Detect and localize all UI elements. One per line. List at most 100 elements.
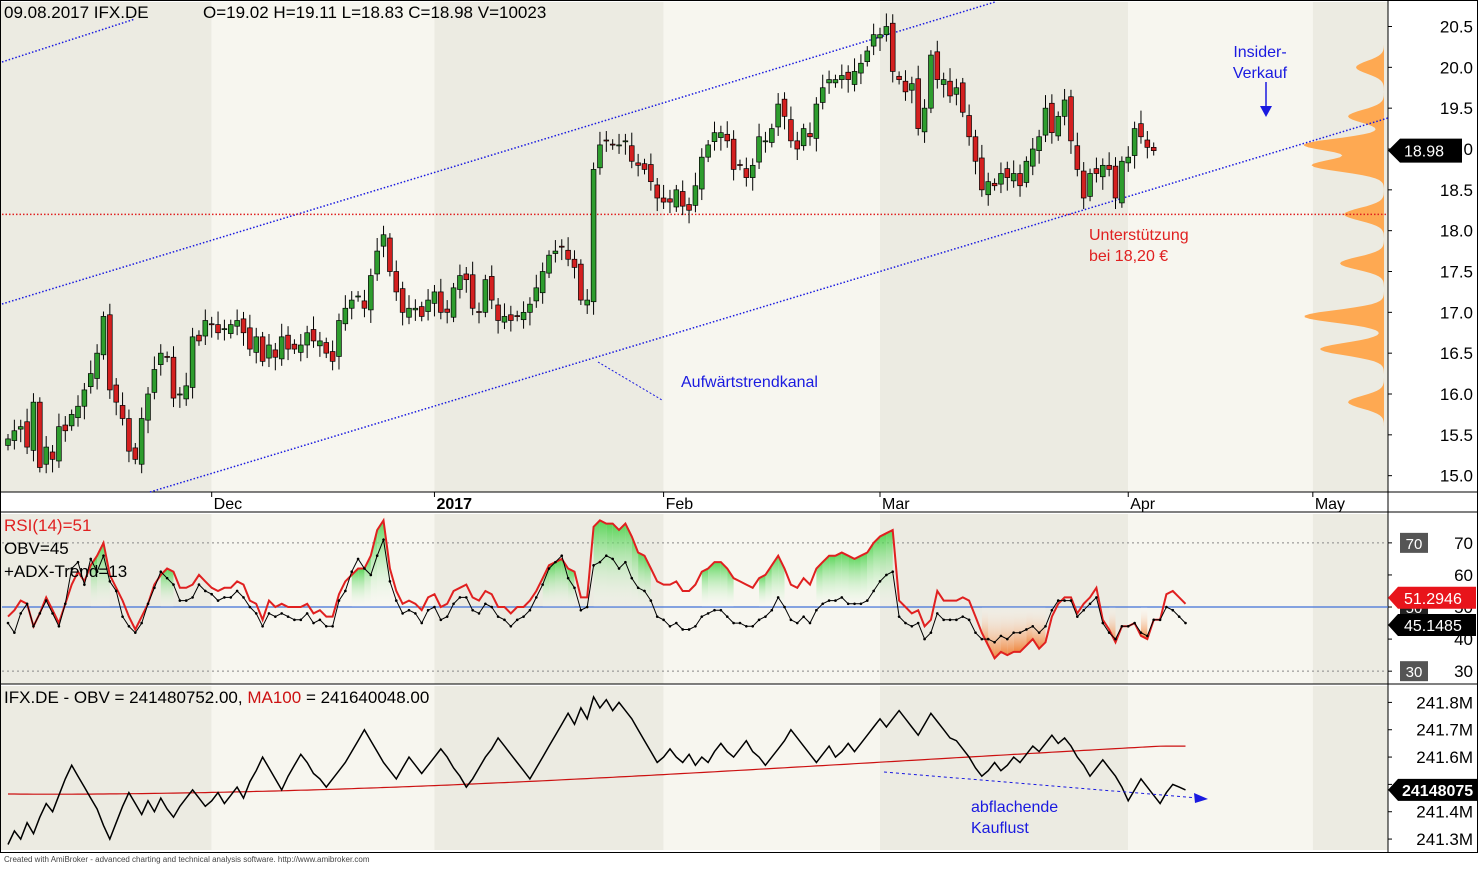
- rsi-fill-down: [981, 607, 989, 646]
- obv-panel: abflachende Kauflust IFX.DE - OBV = 241480…: [4, 688, 1478, 849]
- obv-osc-point: [808, 621, 812, 625]
- candle-body: [291, 343, 298, 350]
- rsi-fill-up: [103, 542, 110, 608]
- candle-body: [151, 369, 158, 393]
- obv-osc-point: [420, 621, 424, 625]
- obv-osc-point: [1050, 608, 1054, 612]
- candle-body: [985, 181, 991, 196]
- month-band-4-0: [880, 2, 1129, 492]
- rsi-level-box-lower: [1400, 661, 1428, 682]
- candle-body: [126, 418, 132, 452]
- obv-osc-point: [846, 602, 850, 606]
- candle-body: [692, 185, 699, 206]
- price-axis-label: 17.5: [1440, 263, 1473, 282]
- candle-body: [794, 140, 801, 150]
- candle-body: [851, 71, 858, 85]
- candle-body: [858, 62, 864, 74]
- candle-body: [940, 79, 947, 85]
- header-date-symbol: 09.08.2017 IFX.DE: [4, 3, 149, 22]
- rsi-fill-up: [829, 555, 836, 608]
- candle-body: [374, 250, 380, 275]
- candle-body: [444, 308, 450, 313]
- candle-body: [1144, 139, 1151, 148]
- obv-osc-point: [121, 615, 124, 618]
- obv-osc-point: [344, 589, 347, 593]
- obv-osc-point: [503, 618, 506, 622]
- rsi-fill-up: [612, 523, 620, 608]
- obv-osc-point: [923, 637, 926, 641]
- obv-osc-point: [496, 615, 500, 618]
- obv-osc-point: [229, 596, 233, 599]
- rsi-fill-down: [1109, 607, 1116, 643]
- candle-body: [317, 340, 323, 347]
- month-band-1-0: [211, 2, 435, 492]
- obv-osc-point: [267, 612, 271, 615]
- candle-body: [387, 237, 393, 272]
- obv-osc-point: [356, 557, 360, 561]
- candle-body: [113, 384, 119, 403]
- channel-upper-left-line: [1, 18, 136, 63]
- candle-body: [839, 75, 845, 80]
- candle-body: [336, 320, 342, 357]
- rsi-fill-up: [778, 555, 785, 608]
- obv-osc-point: [140, 621, 143, 625]
- obv-osc-point: [935, 612, 939, 615]
- obv-axis-label: 241.8M: [1416, 693, 1473, 712]
- candle-body: [915, 78, 921, 129]
- obv-osc-point: [464, 596, 468, 599]
- insider-arrow-head: [1260, 106, 1272, 117]
- candle-body: [1131, 128, 1138, 156]
- candle-body: [482, 279, 489, 313]
- rsi-fill-down: [1013, 607, 1021, 652]
- obv-osc-point: [1133, 621, 1136, 625]
- candle-body: [1004, 168, 1011, 178]
- candle-body: [1036, 136, 1042, 151]
- last-close-value: 18.98: [1404, 144, 1444, 161]
- candle-body: [711, 132, 718, 143]
- candle-body: [469, 274, 476, 309]
- candle-body: [699, 156, 705, 190]
- candle-body: [705, 144, 711, 158]
- obv-osc-point: [1076, 615, 1079, 618]
- divergence-arrow-line: [883, 771, 1199, 799]
- month-band-6-2: [1312, 686, 1388, 850]
- candle-body: [189, 336, 196, 388]
- obv-osc-point: [25, 602, 29, 606]
- obv-osc-point: [630, 576, 634, 580]
- candle-body: [412, 307, 419, 311]
- candle-body: [533, 287, 540, 302]
- obv-osc-point: [235, 589, 239, 593]
- candle-body: [749, 164, 756, 178]
- rsi-fill-up: [568, 568, 575, 608]
- month-bands: [0, 2, 1388, 850]
- x-axis-label-Dec: Dec: [214, 496, 242, 513]
- obv-osc-point: [32, 624, 35, 628]
- candle-body: [380, 234, 387, 247]
- obv-osc-point: [681, 628, 684, 631]
- price-axis-label: 15.5: [1440, 426, 1473, 445]
- rsi-fill-up: [765, 565, 772, 608]
- last-close-marker: [1388, 138, 1462, 163]
- month-band-5-1: [1128, 514, 1313, 684]
- obv-osc-point: [725, 615, 729, 618]
- candle-body: [934, 51, 941, 80]
- footer-credit: Created with AmiBroker - advanced charti…: [4, 855, 370, 864]
- obv-osc-point: [44, 599, 48, 602]
- candle-body: [609, 143, 616, 146]
- candle-body: [972, 136, 979, 162]
- rsi-fill-up: [599, 520, 607, 608]
- obv-osc-point: [789, 618, 793, 622]
- rsi-fill-up: [358, 568, 365, 608]
- candle-body: [966, 115, 972, 138]
- candle-body: [208, 323, 215, 326]
- candles: [5, 13, 1157, 474]
- candle-body: [164, 356, 170, 358]
- candle-body: [406, 307, 412, 318]
- obv-osc-point: [1018, 631, 1022, 634]
- obv-osc-point: [1037, 631, 1041, 634]
- candle-body: [896, 75, 902, 80]
- candle-body: [998, 173, 1004, 185]
- candle-body: [1061, 99, 1068, 117]
- obv-osc-point: [713, 608, 716, 612]
